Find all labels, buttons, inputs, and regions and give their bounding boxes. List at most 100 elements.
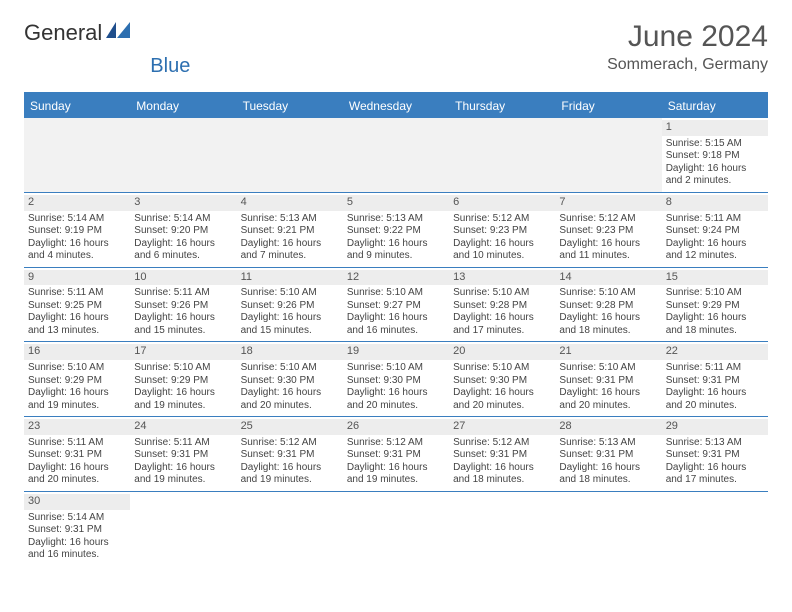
weekday-header: Sunday [24,93,130,118]
daylight: Daylight: 16 hours and 20 minutes. [453,387,551,412]
sunset: Sunset: 9:18 PM [666,150,764,163]
calendar-cell: 18Sunrise: 5:10 AMSunset: 9:30 PMDayligh… [237,342,343,417]
calendar-cell: 16Sunrise: 5:10 AMSunset: 9:29 PMDayligh… [24,342,130,417]
day-number: 5 [343,195,449,211]
calendar-cell: 17Sunrise: 5:10 AMSunset: 9:29 PMDayligh… [130,342,236,417]
sunset: Sunset: 9:27 PM [347,300,445,313]
sunset: Sunset: 9:20 PM [134,225,232,238]
calendar-cell [449,118,555,192]
calendar-body: 1Sunrise: 5:15 AMSunset: 9:18 PMDaylight… [24,118,768,566]
day-info: Sunrise: 5:11 AMSunset: 9:26 PMDaylight:… [134,287,232,337]
day-info: Sunrise: 5:11 AMSunset: 9:25 PMDaylight:… [28,287,126,337]
calendar-cell: 10Sunrise: 5:11 AMSunset: 9:26 PMDayligh… [130,267,236,342]
daylight: Daylight: 16 hours and 10 minutes. [453,238,551,263]
day-number: 24 [130,419,236,435]
title-block: June 2024 Sommerach, Germany [607,20,768,74]
daylight: Daylight: 16 hours and 20 minutes. [241,387,339,412]
sunset: Sunset: 9:31 PM [134,449,232,462]
calendar-week: 30Sunrise: 5:14 AMSunset: 9:31 PMDayligh… [24,491,768,565]
sunrise: Sunrise: 5:12 AM [453,437,551,450]
sunset: Sunset: 9:23 PM [559,225,657,238]
day-info: Sunrise: 5:13 AMSunset: 9:31 PMDaylight:… [559,437,657,487]
day-info: Sunrise: 5:10 AMSunset: 9:29 PMDaylight:… [134,362,232,412]
sunrise: Sunrise: 5:13 AM [241,213,339,226]
day-number: 4 [237,195,343,211]
day-number: 20 [449,344,555,360]
sunset: Sunset: 9:31 PM [347,449,445,462]
sunset: Sunset: 9:24 PM [666,225,764,238]
sunrise: Sunrise: 5:14 AM [28,512,126,525]
calendar-week: 16Sunrise: 5:10 AMSunset: 9:29 PMDayligh… [24,342,768,417]
sunset: Sunset: 9:19 PM [28,225,126,238]
day-info: Sunrise: 5:13 AMSunset: 9:22 PMDaylight:… [347,213,445,263]
day-number: 27 [449,419,555,435]
sunrise: Sunrise: 5:12 AM [453,213,551,226]
daylight: Daylight: 16 hours and 6 minutes. [134,238,232,263]
day-number: 11 [237,270,343,286]
calendar-cell: 23Sunrise: 5:11 AMSunset: 9:31 PMDayligh… [24,417,130,492]
day-number: 14 [555,270,661,286]
daylight: Daylight: 16 hours and 16 minutes. [28,537,126,562]
calendar-cell [130,118,236,192]
daylight: Daylight: 16 hours and 12 minutes. [666,238,764,263]
calendar-header-row: SundayMondayTuesdayWednesdayThursdayFrid… [24,93,768,118]
day-number: 19 [343,344,449,360]
sunset: Sunset: 9:30 PM [347,375,445,388]
weekday-header: Friday [555,93,661,118]
sunset: Sunset: 9:25 PM [28,300,126,313]
day-number: 30 [24,494,130,510]
daylight: Daylight: 16 hours and 4 minutes. [28,238,126,263]
weekday-header: Monday [130,93,236,118]
sunrise: Sunrise: 5:13 AM [559,437,657,450]
sunrise: Sunrise: 5:10 AM [453,362,551,375]
sunset: Sunset: 9:31 PM [559,449,657,462]
flag-icon [106,20,132,46]
sunrise: Sunrise: 5:10 AM [347,287,445,300]
sunrise: Sunrise: 5:10 AM [666,287,764,300]
calendar-cell: 5 Sunrise: 5:13 AMSunset: 9:22 PMDaylight… [343,192,449,267]
weekday-header: Saturday [662,93,768,118]
sunrise: Sunrise: 5:12 AM [559,213,657,226]
day-info: Sunrise: 5:10 AMSunset: 9:29 PMDaylight:… [666,287,764,337]
sunset: Sunset: 9:29 PM [134,375,232,388]
daylight: Daylight: 16 hours and 18 minutes. [666,312,764,337]
month-title: June 2024 [607,20,768,54]
calendar-cell [555,491,661,565]
sunrise: Sunrise: 5:12 AM [241,437,339,450]
calendar-cell: 14Sunrise: 5:10 AMSunset: 9:28 PMDayligh… [555,267,661,342]
day-number: 29 [662,419,768,435]
calendar-cell: 19Sunrise: 5:10 AMSunset: 9:30 PMDayligh… [343,342,449,417]
day-number: 7 [555,195,661,211]
calendar-week: 1Sunrise: 5:15 AMSunset: 9:18 PMDaylight… [24,118,768,192]
day-info: Sunrise: 5:10 AMSunset: 9:28 PMDaylight:… [453,287,551,337]
day-info: Sunrise: 5:10 AMSunset: 9:26 PMDaylight:… [241,287,339,337]
sunset: Sunset: 9:29 PM [666,300,764,313]
day-number: 8 [662,195,768,211]
day-info: Sunrise: 5:11 AMSunset: 9:31 PMDaylight:… [134,437,232,487]
sunrise: Sunrise: 5:13 AM [347,213,445,226]
sunrise: Sunrise: 5:11 AM [28,437,126,450]
day-info: Sunrise: 5:12 AMSunset: 9:31 PMDaylight:… [453,437,551,487]
calendar-cell: 21Sunrise: 5:10 AMSunset: 9:31 PMDayligh… [555,342,661,417]
sunrise: Sunrise: 5:14 AM [134,213,232,226]
sunrise: Sunrise: 5:15 AM [666,138,764,151]
calendar-cell: 6Sunrise: 5:12 AMSunset: 9:23 PMDaylight… [449,192,555,267]
sunrise: Sunrise: 5:10 AM [28,362,126,375]
calendar-cell: 3Sunrise: 5:14 AMSunset: 9:20 PMDaylight… [130,192,236,267]
day-number: 2 [24,195,130,211]
sunset: Sunset: 9:31 PM [559,375,657,388]
sunrise: Sunrise: 5:10 AM [559,362,657,375]
calendar-table: SundayMondayTuesdayWednesdayThursdayFrid… [24,92,768,566]
calendar-week: 23Sunrise: 5:11 AMSunset: 9:31 PMDayligh… [24,417,768,492]
daylight: Daylight: 16 hours and 19 minutes. [28,387,126,412]
calendar-cell [24,118,130,192]
calendar-cell [662,491,768,565]
calendar-week: 9Sunrise: 5:11 AMSunset: 9:25 PMDaylight… [24,267,768,342]
daylight: Daylight: 16 hours and 18 minutes. [453,462,551,487]
sunset: Sunset: 9:30 PM [241,375,339,388]
daylight: Daylight: 16 hours and 13 minutes. [28,312,126,337]
day-number: 22 [662,344,768,360]
day-info: Sunrise: 5:11 AMSunset: 9:31 PMDaylight:… [28,437,126,487]
calendar-cell: 15Sunrise: 5:10 AMSunset: 9:29 PMDayligh… [662,267,768,342]
weekday-header: Tuesday [237,93,343,118]
